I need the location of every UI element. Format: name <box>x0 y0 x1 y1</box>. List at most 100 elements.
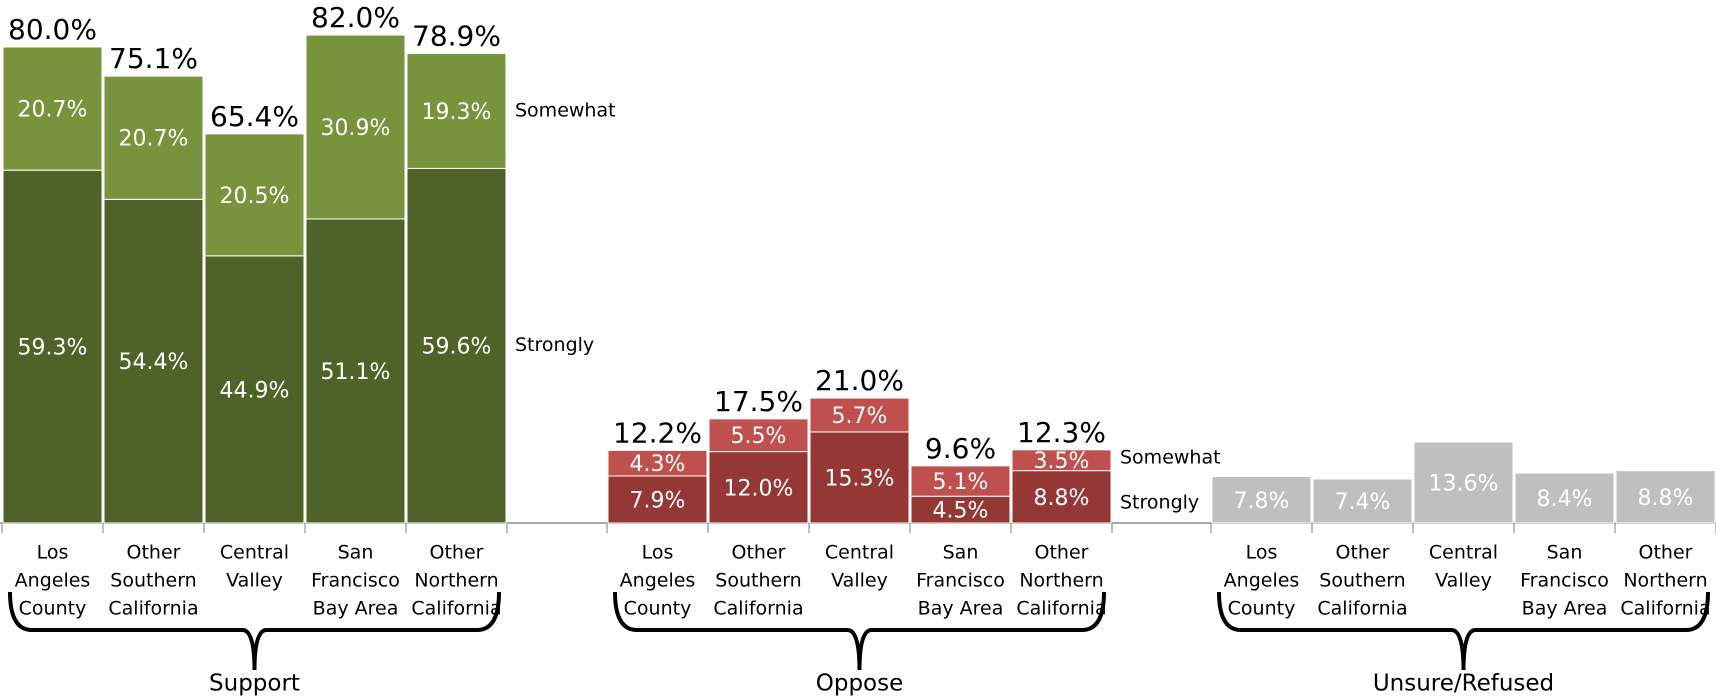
value-label: 4.3% <box>630 452 686 477</box>
value-label: 7.4% <box>1335 490 1391 515</box>
value-label: 13.6% <box>1429 472 1499 497</box>
category-label: Other <box>1639 542 1693 564</box>
category-label: Central <box>220 542 289 564</box>
category-label: Central <box>825 542 894 564</box>
bar-segment <box>1514 472 1615 524</box>
value-label: 8.8% <box>1034 486 1090 511</box>
category-label: California <box>1317 598 1407 620</box>
category-label: Other <box>127 542 181 564</box>
category-label: Southern <box>110 570 196 592</box>
category-label: Angeles <box>1224 570 1300 592</box>
category-label: Northern <box>414 570 498 592</box>
category-label: County <box>19 598 87 620</box>
bar-segment <box>708 451 809 524</box>
series-label: Strongly <box>1120 491 1199 513</box>
bar-segment <box>406 53 507 169</box>
value-label: 20.7% <box>18 98 88 123</box>
bar-segment <box>103 75 204 200</box>
value-label: 51.1% <box>321 360 391 385</box>
bar-segment <box>103 198 204 524</box>
category-label: Francisco <box>311 570 400 592</box>
total-label: 17.5% <box>714 385 803 418</box>
value-label: 5.7% <box>832 404 888 429</box>
category-label: Bay Area <box>1522 598 1608 620</box>
bar-segment <box>910 465 1011 497</box>
category-label: Los <box>1246 542 1278 564</box>
series-label: Somewhat <box>1120 447 1221 469</box>
value-label: 59.3% <box>18 336 88 361</box>
value-label: 5.5% <box>731 424 787 449</box>
category-label: Northern <box>1623 570 1707 592</box>
category-label: Other <box>1336 542 1390 564</box>
bar-segment <box>1211 476 1312 524</box>
value-label: 8.4% <box>1537 487 1593 512</box>
total-label: 9.6% <box>925 432 996 465</box>
total-label: 78.9% <box>412 20 501 53</box>
value-label: 5.1% <box>933 470 989 495</box>
category-label: Bay Area <box>918 598 1004 620</box>
bar-segment <box>1413 441 1514 524</box>
bar-segment <box>204 255 305 524</box>
value-label: 19.3% <box>422 100 492 125</box>
bar-segment <box>809 397 910 433</box>
total-label: 12.3% <box>1017 416 1106 449</box>
brace <box>613 591 1106 671</box>
value-label: 30.9% <box>321 116 391 141</box>
category-label: Other <box>1035 542 1089 564</box>
bar-segment <box>607 475 708 524</box>
category-label: Southern <box>1319 570 1405 592</box>
category-label: California <box>1016 598 1106 620</box>
category-label: Francisco <box>1520 570 1609 592</box>
value-label: 15.3% <box>825 466 895 491</box>
total-label: 80.0% <box>8 13 97 46</box>
category-label: Valley <box>226 570 283 592</box>
category-label: Southern <box>715 570 801 592</box>
bar-segment <box>305 218 406 524</box>
total-label: 12.2% <box>613 416 702 449</box>
bar-segment <box>607 449 708 477</box>
value-label: 4.5% <box>933 499 989 524</box>
value-label: 54.4% <box>119 350 189 375</box>
group-label: Support <box>209 671 300 697</box>
category-label: Francisco <box>916 570 1005 592</box>
bar-segment <box>2 46 103 171</box>
category-label: Valley <box>1435 570 1492 592</box>
category-label: Other <box>430 542 484 564</box>
series-label: Strongly <box>515 334 594 356</box>
value-label: 44.9% <box>220 378 290 403</box>
value-label: 20.5% <box>220 184 290 209</box>
series-label: Somewhat <box>515 99 616 121</box>
category-label: Central <box>1429 542 1498 564</box>
bar-segment <box>305 34 406 220</box>
total-label: 21.0% <box>815 364 904 397</box>
category-label: California <box>108 598 198 620</box>
group-label: Unsure/Refused <box>1373 671 1554 697</box>
category-label: San <box>943 542 979 564</box>
category-label: San <box>1547 542 1583 564</box>
value-label: 7.9% <box>630 488 686 513</box>
bar-segment <box>708 418 809 453</box>
group-label: Oppose <box>816 671 904 697</box>
category-label: County <box>1228 598 1296 620</box>
category-label: Northern <box>1019 570 1103 592</box>
bar-segment <box>204 133 305 257</box>
category-label: Angeles <box>15 570 91 592</box>
value-label: 59.6% <box>422 335 492 360</box>
bar-segment <box>2 169 103 524</box>
bar-segment <box>1011 449 1112 472</box>
category-label: County <box>624 598 692 620</box>
category-label: Valley <box>831 570 888 592</box>
bar-segment <box>1011 470 1112 524</box>
total-label: 82.0% <box>311 1 400 34</box>
total-label: 65.4% <box>210 100 299 133</box>
bar-segment <box>406 167 507 524</box>
category-label: Los <box>37 542 69 564</box>
category-label: San <box>338 542 374 564</box>
value-label: 3.5% <box>1034 449 1090 474</box>
brace <box>1217 591 1710 671</box>
total-label: 75.1% <box>109 42 198 75</box>
category-label: California <box>1620 598 1710 620</box>
value-label: 20.7% <box>119 127 189 152</box>
value-label: 8.8% <box>1638 486 1694 511</box>
